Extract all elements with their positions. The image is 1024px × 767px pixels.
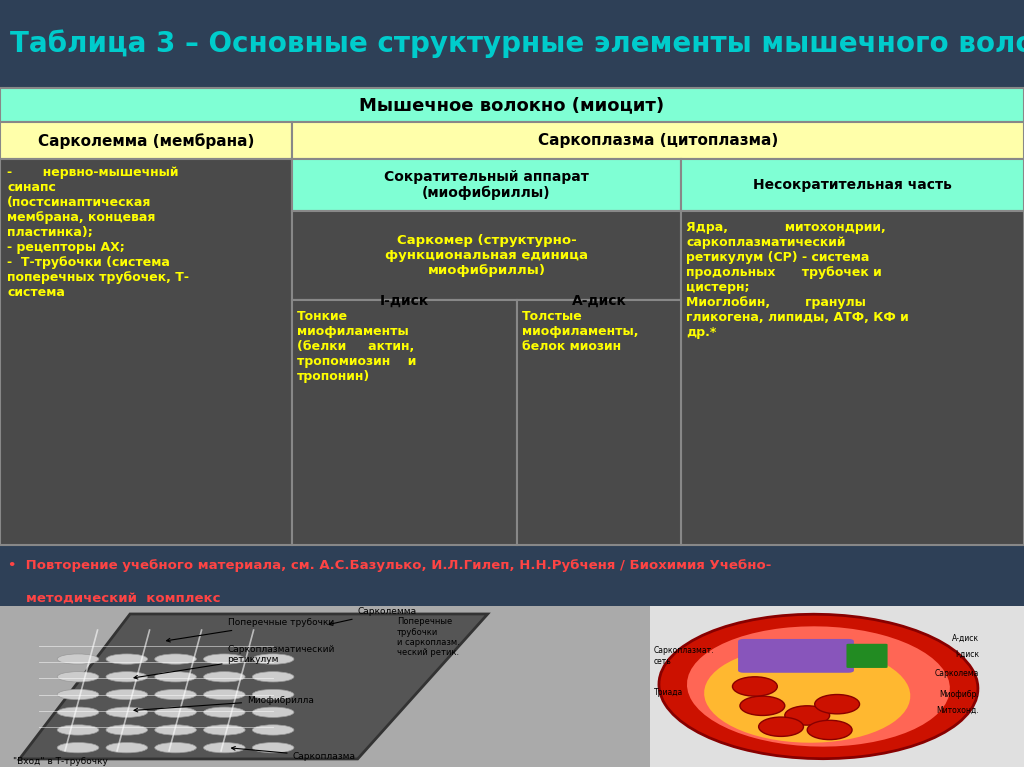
Text: I-диск: I-диск (380, 294, 429, 308)
Circle shape (204, 742, 245, 753)
Text: Толстые
миофиламенты,
белок миозин: Толстые миофиламенты, белок миозин (522, 310, 639, 353)
Bar (517, 301, 681, 545)
Text: А-диск: А-диск (571, 294, 627, 308)
Ellipse shape (705, 647, 910, 742)
Circle shape (815, 695, 859, 714)
Circle shape (106, 672, 147, 682)
Text: Триада: Триада (654, 687, 683, 696)
Text: Саркоплазмат.
сеть: Саркоплазмат. сеть (654, 646, 715, 666)
Text: Саркоплазма (цитоплазма): Саркоплазма (цитоплазма) (538, 133, 778, 148)
Text: Сарколемма (мембрана): Сарколемма (мембрана) (38, 133, 254, 149)
Text: Поперечные
трубочки
и саркоплазм.
ческий ретик.: Поперечные трубочки и саркоплазм. ческий… (396, 617, 460, 657)
Circle shape (740, 696, 784, 716)
Circle shape (57, 672, 99, 682)
Bar (292, 301, 517, 545)
Text: Саркоплазма: Саркоплазма (231, 746, 355, 761)
Text: Саркомер (структурно-
функциональная единица
миофибриллы): Саркомер (структурно- функциональная еди… (385, 235, 588, 278)
Circle shape (57, 690, 99, 700)
Text: I-диск: I-диск (955, 650, 979, 659)
FancyBboxPatch shape (847, 644, 888, 668)
Text: Несократительная часть: Несократительная часть (753, 178, 952, 193)
Ellipse shape (658, 614, 978, 759)
Circle shape (807, 720, 852, 739)
Text: Ядра,             митохондрии,
саркоплазматический
ретикулум (СР) - система
прод: Ядра, митохондрии, саркоплазматический р… (686, 221, 909, 338)
Circle shape (155, 725, 197, 735)
Text: "Вход" в Т-трубочку: "Вход" в Т-трубочку (13, 757, 108, 765)
Circle shape (57, 725, 99, 735)
Circle shape (57, 654, 99, 664)
Text: Саркоплазматический
ретикулум: Саркоплазматический ретикулум (134, 645, 335, 679)
Text: -       нервно-мышечный
синапс
(постсинаптическая
мембрана, концевая
пластинка);: - нервно-мышечный синапс (постсинаптичес… (7, 166, 189, 299)
Text: Миофибрилла: Миофибрилла (134, 696, 314, 712)
Circle shape (252, 690, 294, 700)
Bar (0, 159, 292, 545)
Ellipse shape (687, 627, 950, 746)
Circle shape (106, 725, 147, 735)
Circle shape (155, 690, 197, 700)
Text: методический  комплекс: методический комплекс (26, 591, 220, 604)
Circle shape (204, 690, 245, 700)
Circle shape (252, 742, 294, 753)
Bar (292, 159, 681, 212)
Circle shape (155, 707, 197, 717)
Polygon shape (19, 614, 487, 759)
Circle shape (784, 706, 829, 725)
Circle shape (155, 742, 197, 753)
Circle shape (106, 690, 147, 700)
Text: Миофибр.: Миофибр. (939, 690, 979, 699)
Circle shape (106, 707, 147, 717)
Text: Сарколемма: Сарколемма (329, 607, 417, 625)
Circle shape (759, 717, 804, 736)
Bar (0, 88, 1024, 123)
Circle shape (57, 742, 99, 753)
Bar (292, 123, 1024, 159)
Text: Митохонд.: Митохонд. (937, 706, 979, 715)
Circle shape (252, 725, 294, 735)
FancyBboxPatch shape (738, 639, 854, 673)
Text: •  Повторение учебного материала, см. А.С.Базулько, И.Л.Гилеп, Н.Н.Рубченя / Био: • Повторение учебного материала, см. А.С… (8, 559, 771, 572)
Text: Мышечное волокно (миоцит): Мышечное волокно (миоцит) (359, 97, 665, 114)
Circle shape (252, 654, 294, 664)
Circle shape (155, 672, 197, 682)
Text: А-диск: А-диск (952, 634, 979, 643)
Circle shape (106, 742, 147, 753)
Circle shape (204, 707, 245, 717)
Circle shape (204, 654, 245, 664)
Text: Сарколема: Сарколема (935, 669, 979, 678)
Text: Таблица 3 – Основные структурные элементы мышечного волокна: Таблица 3 – Основные структурные элемент… (10, 30, 1024, 58)
Text: Тонкие
миофиламенты
(белки     актин,
тропомиозин    и
тропонин): Тонкие миофиламенты (белки актин, тропом… (297, 310, 417, 383)
Circle shape (252, 672, 294, 682)
Bar (292, 212, 681, 301)
Circle shape (155, 654, 197, 664)
Circle shape (732, 676, 777, 696)
Text: Поперечные трубочки: Поперечные трубочки (167, 618, 334, 642)
Circle shape (106, 654, 147, 664)
Text: Сократительный аппарат
(миофибриллы): Сократительный аппарат (миофибриллы) (384, 170, 589, 200)
Circle shape (204, 725, 245, 735)
Circle shape (252, 707, 294, 717)
Bar (681, 212, 1024, 545)
Bar (681, 159, 1024, 212)
Circle shape (204, 672, 245, 682)
Bar (0, 123, 292, 159)
Circle shape (57, 707, 99, 717)
